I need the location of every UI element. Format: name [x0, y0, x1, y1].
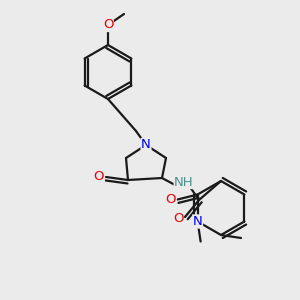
Text: O: O	[94, 170, 104, 184]
Text: O: O	[103, 19, 113, 32]
Text: O: O	[165, 193, 176, 206]
Text: N: N	[193, 215, 202, 228]
Text: O: O	[173, 212, 183, 226]
Text: N: N	[141, 139, 151, 152]
Text: NH: NH	[174, 176, 194, 188]
